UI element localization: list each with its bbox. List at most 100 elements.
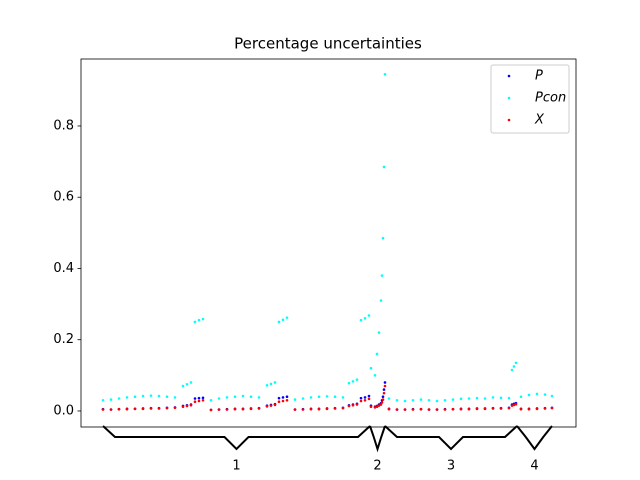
point — [347, 381, 351, 385]
point — [435, 408, 439, 411]
group-brace — [102, 425, 371, 451]
point — [387, 407, 391, 411]
y-tick-label: 0.0 — [53, 403, 74, 418]
point — [367, 314, 371, 317]
legend-marker — [507, 96, 511, 100]
point — [373, 374, 377, 377]
point — [173, 396, 177, 399]
point — [514, 402, 518, 406]
point — [382, 165, 386, 169]
point — [363, 398, 367, 402]
legend-marker — [507, 118, 511, 122]
point — [281, 318, 285, 322]
point — [181, 405, 185, 408]
point — [550, 394, 554, 398]
point — [351, 403, 355, 407]
point — [510, 404, 514, 407]
point — [355, 403, 359, 406]
point — [381, 395, 385, 399]
point — [325, 395, 329, 398]
point — [233, 395, 237, 399]
point — [341, 406, 345, 410]
point — [141, 407, 145, 411]
point — [383, 384, 387, 388]
point — [241, 407, 245, 411]
point — [117, 407, 121, 411]
group-brace — [516, 425, 553, 451]
point — [435, 399, 439, 403]
group-label: 1 — [232, 459, 240, 474]
point — [109, 408, 113, 411]
point — [373, 406, 377, 409]
point — [333, 395, 337, 399]
point — [519, 395, 523, 399]
point — [149, 394, 153, 397]
point — [257, 407, 261, 410]
point — [325, 407, 329, 411]
point — [285, 395, 289, 399]
point — [443, 408, 447, 411]
point — [491, 407, 495, 410]
point — [419, 398, 423, 401]
point — [333, 407, 337, 410]
point — [535, 407, 539, 411]
point — [309, 396, 313, 399]
point — [381, 398, 385, 401]
point — [189, 403, 193, 407]
point — [411, 398, 415, 402]
point — [475, 407, 479, 411]
point — [193, 397, 197, 400]
legend-label: P — [535, 69, 543, 84]
point — [367, 397, 371, 401]
point — [363, 396, 367, 399]
point — [193, 320, 197, 324]
point — [543, 407, 547, 410]
point — [543, 393, 547, 396]
point — [225, 396, 229, 399]
point — [277, 400, 281, 404]
point — [395, 398, 399, 402]
point — [185, 404, 189, 408]
point — [382, 391, 386, 395]
point — [379, 403, 383, 406]
point — [419, 407, 423, 411]
point — [427, 398, 431, 402]
point — [451, 407, 455, 411]
point — [369, 366, 373, 370]
point — [317, 407, 321, 411]
point — [133, 395, 137, 399]
point — [483, 397, 487, 400]
point — [483, 407, 487, 411]
point — [507, 406, 511, 410]
point — [281, 399, 285, 403]
group-label: 4 — [530, 459, 538, 474]
point — [309, 407, 313, 411]
point — [201, 396, 205, 400]
point — [380, 401, 384, 404]
point — [507, 396, 511, 400]
point — [550, 406, 554, 410]
point — [269, 404, 273, 407]
point — [257, 396, 261, 399]
point — [459, 407, 463, 411]
legend-label: X — [534, 113, 545, 128]
point — [125, 396, 129, 399]
point — [427, 408, 431, 411]
point — [317, 395, 321, 399]
point — [459, 397, 463, 401]
point — [197, 318, 201, 322]
point — [359, 396, 363, 400]
point — [467, 397, 471, 400]
point — [277, 320, 281, 324]
legend-marker — [507, 74, 511, 78]
point — [367, 394, 371, 398]
point — [265, 384, 269, 387]
point — [535, 392, 539, 396]
point — [281, 396, 285, 399]
legend-label: Pcon — [535, 91, 566, 106]
group-brace — [369, 425, 386, 453]
legend-box — [490, 64, 570, 134]
point — [387, 397, 391, 400]
point — [201, 317, 205, 321]
point — [157, 407, 161, 410]
